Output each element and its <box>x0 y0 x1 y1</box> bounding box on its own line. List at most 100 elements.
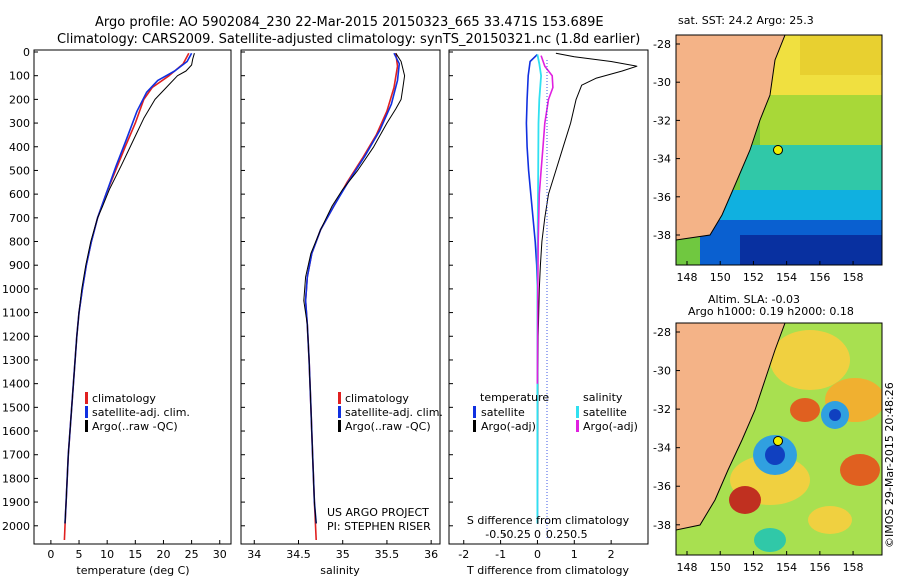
depth-tick-label: 300 <box>9 117 30 130</box>
depth-tick-label: 0 <box>23 46 30 59</box>
depth-tick-label: 2000 <box>2 520 30 533</box>
series-line-satellite-adj-clim <box>64 52 193 524</box>
legend-label-argo: Argo(..raw -QC) <box>345 420 431 433</box>
argo-float-marker <box>773 145 783 155</box>
depth-tick-label: 1400 <box>2 378 30 391</box>
legend-title-salinity: salinity <box>583 391 623 404</box>
temperature-series <box>63 52 195 541</box>
lat-tick-label: -34 <box>653 442 671 455</box>
s-tick-label: 0 <box>534 528 541 541</box>
series-line-climatology <box>63 52 190 541</box>
legend-swatch-climatology <box>338 392 341 404</box>
land-mass <box>676 323 786 531</box>
sst-map-title: sat. SST: 24.2 Argo: 25.3 <box>678 14 814 27</box>
land-mass <box>676 35 786 241</box>
difference-legend: temperature satellite Argo(-adj) salinit… <box>473 391 638 433</box>
s-tick-label: 0.25 <box>546 528 571 541</box>
project-annotation: US ARGO PROJECT <box>327 506 429 519</box>
sst-map-frame <box>675 34 883 266</box>
lon-tick-label: 152 <box>743 271 764 284</box>
s-tick-label: -0.25 <box>502 528 530 541</box>
x-tick-label: 25 <box>185 548 199 561</box>
difference-series <box>525 52 638 524</box>
depth-axis: 0 100 200 300 400 500 600 700 800 900 1000 1100 1200… <box>2 46 38 533</box>
x-tick-label: 34.5 <box>286 548 311 561</box>
pi-annotation: PI: STEPHEN RISER <box>327 520 431 533</box>
series-line-argo-raw-qc <box>64 53 195 524</box>
x-tick-label: 10 <box>100 548 114 561</box>
x-tick-label: 34 <box>247 548 261 561</box>
sla-lat-axis: -28 -30 -32 -34 -36 -38 <box>653 326 680 532</box>
legend-swatch-satellite <box>338 406 341 418</box>
salinity-axis: 34 34.5 35 35.5 36 <box>247 540 438 561</box>
figure-subtitle: Climatology: CARS2009. Satellite-adjuste… <box>57 32 640 47</box>
legend-swatch-t-argo <box>473 420 476 432</box>
sst-lon-axis: 148 150 152 154 156 158 <box>677 261 864 284</box>
salinity-depth-ticks <box>241 51 245 527</box>
sla-map-subtitle: Argo h1000: 0.19 h2000: 0.18 <box>688 305 854 318</box>
x-tick-label: 5 <box>76 548 83 561</box>
depth-tick-label: 500 <box>9 164 30 177</box>
lat-tick-label: -32 <box>653 403 671 416</box>
series-line-satellite-adj-clim <box>304 52 401 524</box>
legend-label-s-satellite: satellite <box>583 406 627 419</box>
depth-tick-label: 900 <box>9 259 30 272</box>
series-line-t-argo-adj <box>536 52 638 524</box>
lon-tick-label: 148 <box>677 271 698 284</box>
x-tick-label: 36 <box>424 548 438 561</box>
legend-swatch-argo <box>338 420 341 432</box>
legend-swatch-s-satellite <box>576 406 579 418</box>
legend-title-temperature: temperature <box>480 391 549 404</box>
x-tick-label: 1 <box>571 548 578 561</box>
difference-depth-ticks <box>449 51 453 527</box>
sla-field <box>676 323 882 555</box>
legend-label-climatology: climatology <box>345 392 409 405</box>
x-tick-label: 35 <box>336 548 350 561</box>
lon-tick-label: 158 <box>843 271 864 284</box>
legend-swatch-s-argo <box>576 420 579 432</box>
lon-tick-label: 154 <box>776 561 797 574</box>
temperature-plot-frame <box>33 49 232 545</box>
x-tick-label: 15 <box>128 548 142 561</box>
t-difference-axis: -2 -1 0 1 2 <box>458 540 615 561</box>
depth-tick-label: 1100 <box>2 307 30 320</box>
depth-tick-label: 700 <box>9 212 30 225</box>
depth-tick-label: 1000 <box>2 283 30 296</box>
argo-float-marker <box>773 436 783 446</box>
series-line-climatology <box>304 53 399 541</box>
sst-field <box>676 35 882 265</box>
depth-tick-label: 600 <box>9 188 30 201</box>
x-tick-label: 30 <box>213 548 227 561</box>
x-tick-label: 2 <box>608 548 615 561</box>
sla-map-frame <box>675 322 883 556</box>
s-tick-label: 0.5 <box>570 528 588 541</box>
lon-tick-label: 148 <box>677 561 698 574</box>
depth-tick-label: 100 <box>9 70 30 83</box>
temperature-xlabel: temperature (deg C) <box>76 564 189 577</box>
series-line-s-argo-adj <box>536 55 554 384</box>
legend-label-satellite: satellite-adj. clim. <box>92 406 190 419</box>
series-line-t-satellite <box>525 53 539 524</box>
sst-map: sat. SST: 24.2 Argo: 25.3 -28 -30 -32 -34 -3… <box>653 14 883 284</box>
difference-xlabel: T difference from climatology <box>466 564 629 577</box>
depth-tick-label: 1800 <box>2 472 30 485</box>
salinity-plot-frame <box>240 49 441 545</box>
legend-label-t-satellite: satellite <box>481 406 525 419</box>
salinity-series <box>303 52 406 541</box>
lat-tick-label: -28 <box>653 38 671 51</box>
legend-label-t-argo: Argo(-adj) <box>481 420 536 433</box>
difference-panel: -2 -1 0 1 2 T difference from climatology S … <box>448 49 649 577</box>
s-difference-label: S difference from climatology <box>467 514 630 527</box>
s-tick-label: -0.5 <box>485 528 506 541</box>
x-tick-label: -1 <box>495 548 506 561</box>
imos-credit: ©IMOS 29-Mar-2015 20:48:26 <box>883 382 896 548</box>
lon-tick-label: 150 <box>710 271 731 284</box>
x-tick-label: -2 <box>458 548 469 561</box>
temperature-axis: 0 5 10 15 20 25 30 <box>47 540 227 561</box>
depth-tick-label: 400 <box>9 141 30 154</box>
legend-label-s-argo: Argo(-adj) <box>583 420 638 433</box>
sst-lat-axis: -28 -30 -32 -34 -36 -38 <box>653 38 680 242</box>
s-difference-tick-labels: -0.5-0.25 0 0.25 0.5 <box>485 528 587 541</box>
salinity-panel: 34 34.5 35 35.5 36 salinity climatology sate… <box>240 49 443 577</box>
